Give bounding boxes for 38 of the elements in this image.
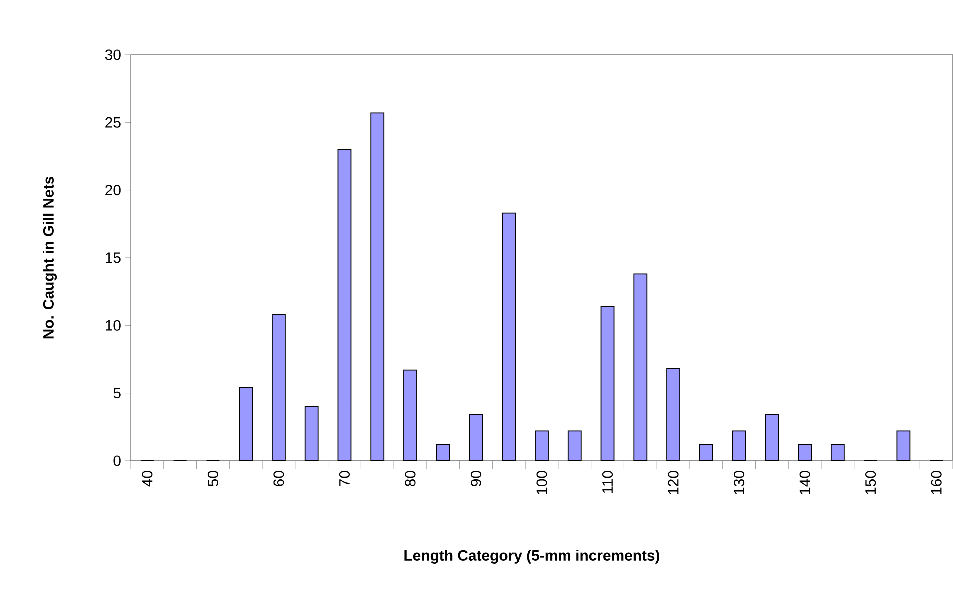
bar (469, 414, 484, 461)
x-tick-label: 100 (536, 471, 548, 494)
x-axis-title: Length Category (5-mm increments) (404, 550, 660, 564)
x-tick-label: 40 (142, 471, 153, 487)
x-tick-label: 150 (866, 471, 876, 494)
bar (765, 414, 780, 461)
y-tick-label: 0 (114, 456, 121, 466)
y-axis-title: No. Caught in Gill Nets (43, 176, 58, 339)
bar (404, 370, 418, 461)
y-tick-label: 15 (106, 252, 121, 264)
y-tick-label: 30 (105, 50, 121, 60)
x-tick-label: 160 (931, 471, 942, 494)
x-tick-label: 50 (208, 471, 218, 487)
x-tick-label: 140 (800, 471, 810, 494)
x-tick-label: 130 (734, 471, 745, 494)
bar (272, 314, 286, 461)
x-tick-label: 120 (668, 471, 679, 494)
x-tick-label: 90 (470, 471, 482, 486)
bar (370, 112, 385, 461)
bar (600, 306, 615, 461)
bar (239, 387, 254, 461)
x-tick-label: 60 (274, 471, 284, 486)
x-tick-label: 70 (339, 471, 350, 486)
bar (732, 430, 746, 461)
y-tick-label: 5 (114, 388, 121, 399)
bar (666, 368, 680, 461)
bar (535, 430, 549, 461)
x-tick-label: 110 (602, 471, 614, 494)
bar (338, 149, 352, 461)
bar (304, 406, 319, 461)
bar (896, 430, 911, 461)
x-tick-label: 80 (405, 471, 416, 486)
y-tick-label: 25 (106, 117, 121, 128)
bar (568, 430, 582, 461)
y-tick-label: 20 (106, 185, 121, 196)
bar (502, 212, 516, 461)
y-tick-label: 10 (106, 320, 121, 331)
bar (634, 274, 648, 461)
